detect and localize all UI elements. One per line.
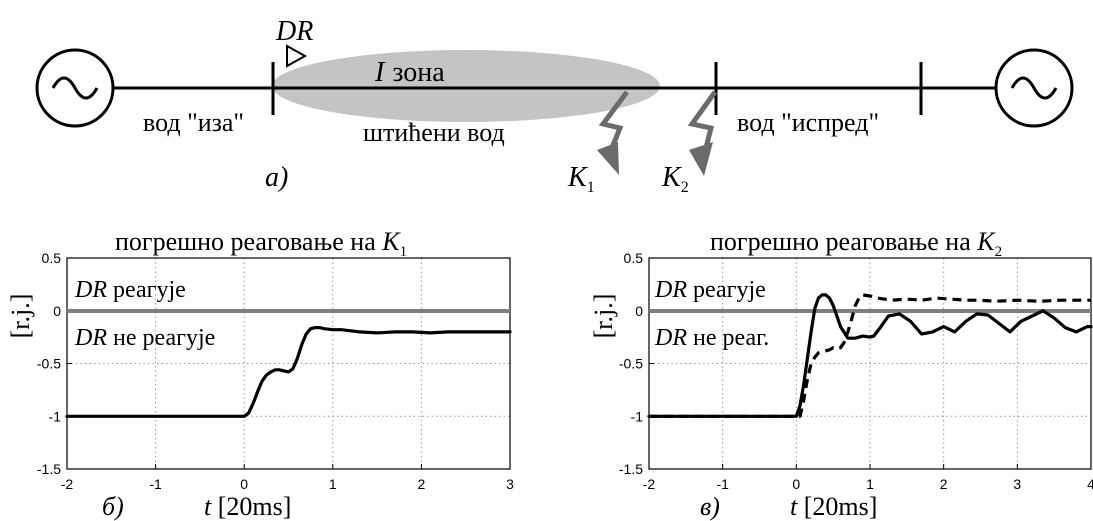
x-tick-label: 3 (1013, 476, 1021, 492)
x-tick-label: -2 (643, 476, 656, 492)
chart-2-title-k: K (976, 227, 996, 256)
y-tick-label: -1.5 (619, 461, 643, 477)
chart-2-annotation-above-text: реагује (687, 277, 766, 303)
chart-1-title-text: погрешно реаговање на (115, 227, 382, 256)
x-tick-label: 0 (792, 476, 800, 492)
chart-1-ticks: -2 -1 0 1 2 3 0.5 0 -0.5 -1 -1.5 (37, 250, 514, 492)
x-tick-label: 2 (940, 476, 948, 492)
zone-word: зона (392, 57, 445, 88)
chart-2-annotation-above: DR реагује (654, 277, 766, 303)
x-tick-label: 4 (1087, 476, 1093, 492)
chart-2-series (647, 293, 1093, 418)
chart-k1: погрешно реаговање на K1 -2 -1 0 1 2 30.50-0.… (6, 227, 514, 521)
x-tick-label: -1 (149, 476, 162, 492)
series-line-1 (65, 326, 512, 418)
chart-1-title: погрешно реаговање на K1 (115, 227, 407, 260)
x-tick-label: -1 (716, 476, 729, 492)
chart-2-ticks: -2 -1 0 1 2 3 4 0.5 0 -0.5 -1 -1.5 (619, 250, 1093, 492)
y-tick-label: -1 (49, 408, 62, 424)
x-tick-label: 1 (329, 476, 337, 492)
x-tick-label: 1 (866, 476, 874, 492)
series-line-1 (647, 293, 1093, 418)
chart-2-annotation-above-dr: DR (654, 277, 687, 303)
fault-k1-icon (597, 90, 629, 175)
chart-1-annotation-above: DR реагује (74, 277, 186, 303)
chart-1-annotation-below-text: не реагује (107, 325, 215, 351)
zone-roman: I (374, 57, 386, 88)
chart-2-ylabel: [r.j.] (589, 294, 618, 339)
chart-1-title-k: K (381, 227, 401, 256)
chart-2-xlabel: t [20ms] (790, 492, 877, 521)
chart-2-title-sub: 2 (995, 244, 1003, 260)
x-tick-label: 0 (240, 476, 248, 492)
chart-1-xlabel-unit: [20ms] (211, 492, 291, 521)
y-tick-label: 0.5 (624, 250, 644, 266)
fault-k1-base: K (567, 162, 588, 193)
relay-direction-icon (286, 44, 308, 68)
y-tick-label: -1 (631, 408, 644, 424)
fault-k2-label: K2 (661, 162, 689, 196)
chart-1-annotation-above-text: реагује (107, 277, 186, 303)
y-tick-label: -1.5 (37, 461, 61, 477)
chart-1-ylabel: [r.j.] (6, 294, 35, 339)
chart-1-xlabel: t [20ms] (204, 492, 291, 521)
chart-2-annotation-below-dr: DR (654, 325, 687, 351)
chart-1-xlabel-var: t (204, 492, 212, 521)
chart-2-annotation-below: DR не реаг. (654, 325, 769, 351)
chart-1-annotation-above-dr: DR (74, 277, 107, 303)
panel-label-b: б) (102, 492, 124, 521)
chart-2-xlabel-unit: [20ms] (797, 492, 877, 521)
label-line-behind: вод "иза" (143, 108, 244, 137)
label-line-ahead: вод "испред" (737, 108, 879, 137)
chart-2-title: погрешно реаговање на K2 (710, 227, 1002, 260)
fault-k1-label: K1 (567, 162, 595, 196)
y-tick-label: -0.5 (619, 356, 643, 372)
chart-2-xlabel-var: t (790, 492, 798, 521)
fault-k2-icon (687, 90, 718, 176)
y-tick-label: 0 (53, 303, 61, 319)
fault-k2-base: K (661, 162, 682, 193)
y-tick-label: 0.5 (42, 250, 62, 266)
chart-1-annotation-below-dr: DR (74, 325, 107, 351)
y-tick-label: 0 (635, 303, 643, 319)
relay-label: DR (275, 16, 313, 47)
generator-left-icon (35, 48, 115, 128)
zone-ellipse (272, 50, 660, 122)
series-line-2 (649, 293, 1091, 418)
chart-1-series (65, 326, 512, 418)
chart-1-annotation-below: DR не реагује (74, 325, 215, 351)
chart-2-title-text: погрешно реаговање на (710, 227, 977, 256)
fault-k1-sub: 1 (587, 179, 595, 196)
chart-2-annotation-below-text: не реаг. (687, 325, 769, 351)
chart-k2: погрешно реаговање на K2 -2 -1 0 1 2 3 40.50-0… (589, 227, 1093, 521)
x-tick-label: 2 (418, 476, 426, 492)
x-tick-label: 3 (506, 476, 514, 492)
panel-label-a: а) (265, 162, 288, 193)
panel-label-c: в) (700, 492, 720, 521)
x-tick-label: -2 (61, 476, 74, 492)
chart-1-title-sub: 1 (400, 244, 408, 260)
fault-k2-sub: 2 (681, 179, 689, 196)
generator-right-icon (994, 48, 1074, 128)
y-tick-label: -0.5 (37, 356, 61, 372)
label-protected-line: штићени вод (363, 118, 505, 147)
